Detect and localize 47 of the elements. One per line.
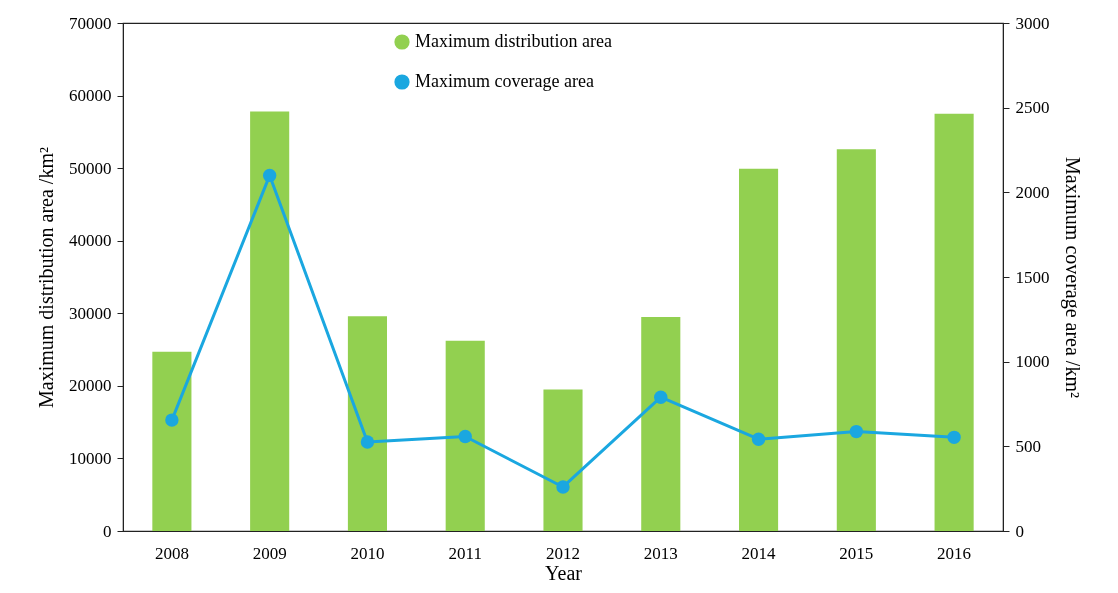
- y-tick-label: 30000: [69, 303, 112, 323]
- bar: [250, 111, 290, 531]
- bar: [543, 389, 583, 531]
- bar: [445, 340, 485, 531]
- y2-tick-label: 0: [1015, 521, 1024, 541]
- point: [947, 430, 961, 445]
- point: [751, 432, 766, 446]
- y-tick-label: 50000: [69, 158, 112, 178]
- y2-axis-title: Maximum coverage area /km²: [1060, 157, 1084, 398]
- bar: [934, 113, 974, 531]
- bar: [739, 168, 779, 531]
- point: [458, 429, 472, 444]
- point: [262, 168, 277, 183]
- x-tick-label: 2015: [839, 543, 874, 563]
- y-tick-label: 40000: [69, 231, 112, 251]
- x-tick-label: 2009: [252, 543, 287, 563]
- legend-label: Maximum coverage area: [415, 71, 594, 91]
- bar: [836, 149, 876, 531]
- point: [360, 435, 375, 449]
- x-tick-label: 2008: [154, 543, 189, 563]
- y-tick-label: 20000: [69, 376, 112, 396]
- y2-tick-label: 3000: [1015, 13, 1050, 33]
- x-tick-label: 2016: [937, 543, 972, 563]
- point: [654, 390, 668, 404]
- x-tick-label: 2013: [643, 543, 678, 563]
- y-axis-title: Maximum distribution area /km²: [35, 147, 57, 408]
- y-tick-label: 60000: [69, 86, 112, 106]
- bar: [347, 316, 387, 531]
- y2-tick-label: 1000: [1015, 352, 1050, 372]
- x-tick-label: 2010: [350, 543, 385, 563]
- point: [849, 424, 864, 439]
- x-axis-title: Year: [545, 561, 583, 584]
- bar: [641, 316, 681, 531]
- y2-tick-label: 2500: [1015, 98, 1050, 118]
- bar: [152, 351, 192, 531]
- y2-tick-label: 2000: [1015, 182, 1050, 202]
- y-tick-label: 0: [103, 521, 112, 541]
- x-tick-label: 2011: [448, 543, 482, 563]
- y-tick-label: 10000: [69, 448, 112, 468]
- y2-tick-label: 500: [1015, 436, 1041, 456]
- y2-tick-label: 1500: [1015, 267, 1050, 287]
- x-tick-label: 2014: [741, 543, 777, 563]
- point: [556, 480, 570, 494]
- point: [165, 413, 179, 427]
- x-tick-label: 2012: [546, 543, 580, 563]
- legend-label: Maximum distribution area: [415, 31, 612, 51]
- y-tick-label: 70000: [69, 13, 112, 33]
